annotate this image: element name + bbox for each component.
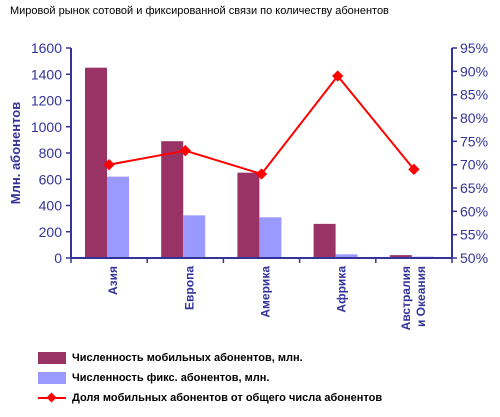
y-tick-label-right: 80% <box>460 110 488 126</box>
chart-title: Мировой рынок сотовой и фиксированной св… <box>10 5 389 17</box>
legend-swatch-fixed <box>38 372 66 384</box>
marker-share-4 <box>408 163 420 175</box>
x-tick-label-0: Азия <box>106 266 120 295</box>
legend-swatch-mobile <box>38 352 66 364</box>
legend-label-fixed: Численность фикс. абонентов, млн. <box>72 372 270 384</box>
x-tick-label-line: Австралия <box>399 266 413 330</box>
x-tick-label-3: Африка <box>335 266 349 313</box>
y-tick-label-right: 65% <box>460 180 488 196</box>
y-tick-label-right: 60% <box>460 203 488 219</box>
y-tick-label-left: 800 <box>39 145 63 161</box>
line-share <box>108 74 415 176</box>
x-tick-label-line: Африка <box>335 266 349 313</box>
x-tick-label-line: Азия <box>106 266 120 295</box>
bar-fixed-1 <box>183 215 206 258</box>
x-tick-label-2: Америка <box>259 266 273 318</box>
bar-fixed-3 <box>335 254 358 258</box>
marker-share-1 <box>179 145 191 157</box>
y-tick-label-left: 1200 <box>31 93 62 109</box>
y-tick-label-right: 50% <box>460 250 488 266</box>
bar-mobile-4 <box>389 255 412 258</box>
y-tick-label-left: 200 <box>39 224 63 240</box>
bar-mobile-1 <box>161 141 184 258</box>
marker-share-2 <box>255 168 268 180</box>
y-tick-label-left: 1000 <box>31 119 62 135</box>
y-tick-label-right: 55% <box>460 227 488 243</box>
legend-item-mobile: Численность мобильных абонентов, млн. <box>38 349 382 367</box>
y-tick-label-right: 85% <box>460 87 488 103</box>
bar-mobile-3 <box>313 223 336 258</box>
y-axis-label: Млн. абонентов <box>8 102 23 204</box>
y-tick-label-left: 0 <box>54 250 62 266</box>
bar-fixed-2 <box>259 217 282 258</box>
y-tick-label-left: 600 <box>39 171 63 187</box>
chart-area: 0 200 400 600 800 1000 1200 1400 1600 50% 55% 60% 65… <box>8 40 488 330</box>
x-tick-label-4: Австралияи Океания <box>399 266 428 330</box>
y-tick-label-right: 70% <box>460 157 488 173</box>
y-tick-label-right: 95% <box>460 40 488 56</box>
x-tick-label-line: и Океания <box>414 266 428 327</box>
legend-label-share: Доля мобильных абонентов от общего числа… <box>72 392 383 404</box>
y-tick-label-left: 400 <box>39 198 63 214</box>
legend: Численность мобильных абонентов, млн. Чи… <box>38 349 382 409</box>
x-tick-label-1: Европа <box>182 266 196 310</box>
x-tick-label-line: Европа <box>182 266 196 310</box>
x-tick-label-line: Америка <box>259 266 273 318</box>
legend-label-mobile: Численность мобильных абонентов, млн. <box>72 352 303 364</box>
legend-item-fixed: Численность фикс. абонентов, млн. <box>38 369 382 387</box>
bar-fixed-0 <box>107 176 129 258</box>
y-tick-label-right: 90% <box>460 63 488 79</box>
legend-item-share: Доля мобильных абонентов от общего числа… <box>38 389 382 407</box>
y-tick-label-right: 75% <box>460 133 488 149</box>
y-tick-label-left: 1600 <box>31 40 62 56</box>
bar-mobile-0 <box>85 67 107 258</box>
bar-mobile-2 <box>237 172 260 258</box>
legend-marker-share <box>38 392 66 404</box>
y-tick-label-left: 1400 <box>31 66 62 82</box>
